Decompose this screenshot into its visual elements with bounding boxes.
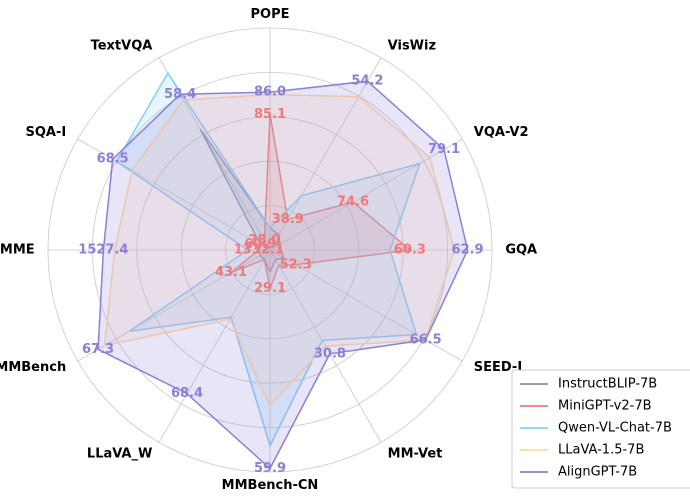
value-label: 29.1 [254, 281, 286, 296]
axis-label: MME [0, 243, 35, 258]
spoke [269, 57, 382, 251]
value-label: 85.1 [254, 107, 286, 122]
axis-label: VisWiz [388, 39, 436, 54]
legend-label: AlignGPT-7B [558, 465, 637, 480]
value-label: 68.4 [171, 386, 203, 401]
legend-label: MiniGPT-v2-7B [558, 399, 652, 414]
axis-label: MMBench [0, 360, 66, 375]
spoke [77, 249, 271, 362]
spoke [158, 249, 271, 443]
value-label: 30.8 [314, 346, 346, 361]
series-area [115, 71, 421, 448]
value-label: 38.9 [272, 212, 304, 227]
value-label: 58.4 [164, 87, 196, 102]
value-label: 60.3 [394, 243, 426, 258]
axis-label: SQA-I [25, 125, 66, 140]
spoke [77, 138, 271, 251]
legend: InstructBLIP-7B MiniGPT-v2-7B Qwen-VL-Chat… [511, 369, 690, 489]
series-area [230, 114, 412, 292]
series-area [103, 93, 456, 407]
axis-label: VQA-V2 [474, 125, 529, 140]
legend-label: LLaVA-1.5-7B [558, 443, 644, 458]
axis-label: LLaVA_W [87, 446, 152, 461]
legend-label: Qwen-VL-Chat-7B [558, 421, 672, 436]
legend-box [511, 369, 690, 489]
axis-label: TextVQA [91, 39, 153, 54]
value-label: 68.5 [97, 152, 129, 167]
value-label: 28.0 [248, 233, 280, 248]
spoke [158, 57, 271, 251]
value-label: 1332.1 [234, 243, 284, 258]
axis-label: MM-Vet [388, 446, 443, 461]
value-label: 54.2 [351, 74, 383, 89]
axis-label: MMBench-CN [222, 478, 319, 493]
grid [47, 27, 493, 473]
series-area [97, 80, 469, 470]
value-label: 59.9 [254, 461, 286, 476]
value-label: 43.1 [215, 265, 247, 280]
value-label: 74.6 [337, 195, 369, 210]
value-label: 66.5 [410, 332, 442, 347]
value-label: 62.9 [452, 243, 484, 258]
value-label: 67.3 [82, 342, 114, 357]
legend-label: InstructBLIP-7B [558, 377, 657, 392]
value-label: 60.9 [244, 237, 276, 252]
spoke [269, 249, 463, 362]
axis-label: POPE [251, 7, 290, 22]
value-label: 79.1 [428, 142, 460, 157]
axis-label: GQA [505, 243, 537, 258]
value-label: 52.3 [280, 257, 312, 272]
value-label: 86.0 [254, 85, 286, 100]
axis-label: SEED-I [474, 360, 522, 375]
value-label: 1527.4 [78, 243, 128, 258]
